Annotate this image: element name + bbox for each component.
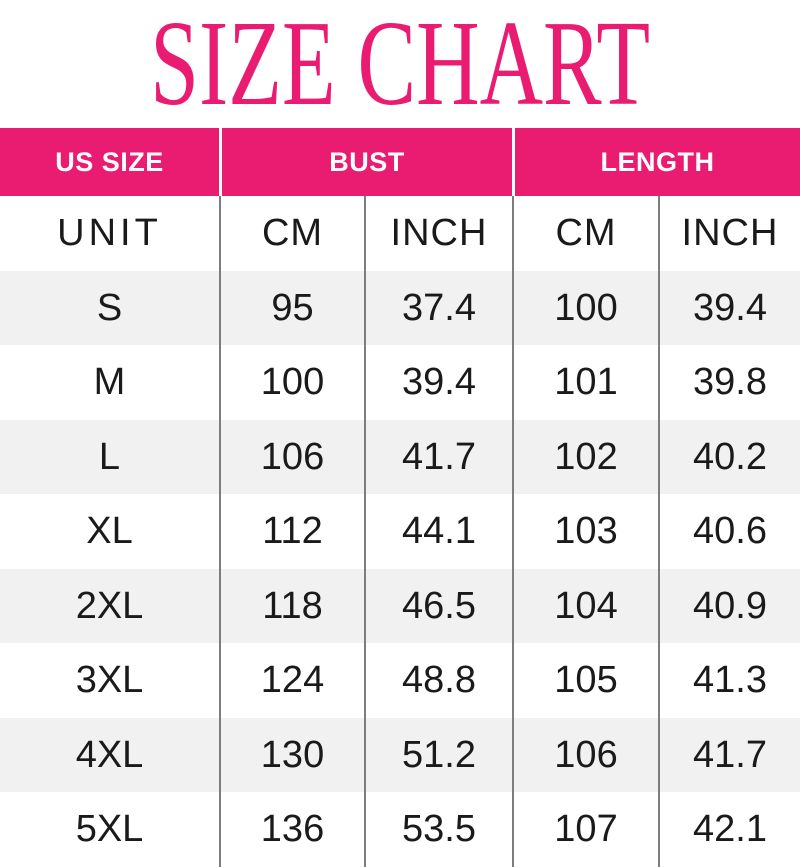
- table-row-s: S 95 37.4 100 39.4: [0, 270, 800, 345]
- length-cm-value: 103: [512, 494, 658, 569]
- length-inch-unit: INCH: [658, 196, 800, 271]
- table-row-4xl: 4XL 130 51.2 106 41.7: [0, 717, 800, 792]
- size-label: L: [98, 435, 121, 478]
- length-cm-value: 106: [512, 717, 658, 792]
- size-label: 3XL: [75, 659, 144, 702]
- column-header-bust: BUST: [219, 128, 512, 196]
- length-inch-value: 42.1: [658, 792, 800, 867]
- bust-cm-value: 136: [219, 792, 364, 867]
- length-cm-value: 105: [512, 643, 658, 718]
- length-inch-value: 41.7: [658, 717, 800, 792]
- length-inch-value: 40.9: [658, 568, 800, 643]
- table-row-xl: XL 112 44.1 103 40.6: [0, 494, 800, 569]
- bust-inch-value: 48.8: [364, 643, 512, 718]
- bust-cm-value: 112: [219, 494, 364, 569]
- length-inch-value: 40.6: [658, 494, 800, 569]
- length-inch-value: 39.8: [658, 345, 800, 420]
- bust-inch-value: 46.5: [364, 568, 512, 643]
- bust-inch-value: 37.4: [364, 270, 512, 345]
- table-row-m: M 100 39.4 101 39.8: [0, 345, 800, 420]
- size-label: M: [93, 361, 126, 404]
- length-cm-value: 102: [512, 419, 658, 494]
- page-title: SIZE CHART: [0, 0, 800, 128]
- bust-cm-value: 95: [219, 270, 364, 345]
- length-inch-value: 40.2: [658, 419, 800, 494]
- bust-inch-value: 41.7: [364, 419, 512, 494]
- size-label: S: [96, 286, 123, 329]
- bust-cm-value: 100: [219, 345, 364, 420]
- size-label: 5XL: [75, 808, 144, 851]
- length-cm-value: 104: [512, 568, 658, 643]
- bust-inch-value: 44.1: [364, 494, 512, 569]
- bust-inch-unit: INCH: [364, 196, 512, 271]
- bust-inch-value: 51.2: [364, 717, 512, 792]
- size-chart-table-body: UNIT CM INCH CM INCH S 95 37.4 100 39.4 …: [0, 196, 800, 867]
- size-label: 2XL: [75, 584, 144, 627]
- bust-cm-value: 130: [219, 717, 364, 792]
- length-cm-unit: CM: [512, 196, 658, 271]
- bust-inch-value: 53.5: [364, 792, 512, 867]
- table-row-l: L 106 41.7 102 40.2: [0, 419, 800, 494]
- length-cm-value: 101: [512, 345, 658, 420]
- table-row-2xl: 2XL 118 46.5 104 40.9: [0, 568, 800, 643]
- bust-cm-value: 106: [219, 419, 364, 494]
- length-cm-value: 100: [512, 270, 658, 345]
- unit-row: UNIT CM INCH CM INCH: [0, 196, 800, 271]
- bust-inch-value: 39.4: [364, 345, 512, 420]
- size-label: XL: [86, 510, 133, 553]
- table-header-row: US SIZE BUST LENGTH: [0, 128, 800, 196]
- table-row-3xl: 3XL 124 48.8 105 41.3: [0, 643, 800, 718]
- length-cm-value: 107: [512, 792, 658, 867]
- column-header-length: LENGTH: [512, 128, 800, 196]
- bust-cm-unit: CM: [219, 196, 364, 271]
- page-title-text: SIZE CHART: [150, 0, 650, 131]
- length-inch-value: 39.4: [658, 270, 800, 345]
- table-row-5xl: 5XL 136 53.5 107 42.1: [0, 792, 800, 867]
- size-label: 4XL: [75, 733, 144, 776]
- column-header-us-size: US SIZE: [55, 146, 164, 177]
- length-inch-value: 41.3: [658, 643, 800, 718]
- bust-cm-value: 118: [219, 568, 364, 643]
- bust-cm-value: 124: [219, 643, 364, 718]
- unit-row-label: UNIT: [57, 212, 162, 255]
